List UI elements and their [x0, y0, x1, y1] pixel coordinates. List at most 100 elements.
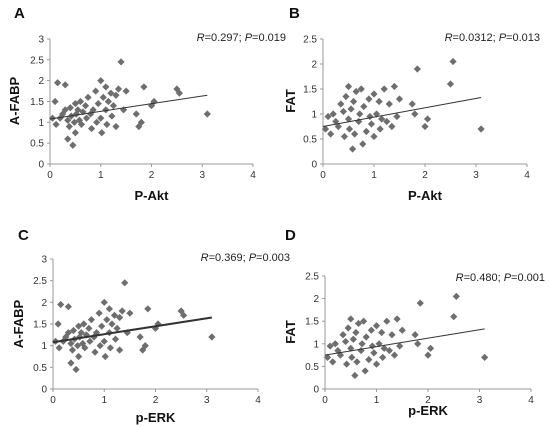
y-tick-label: 0 — [38, 160, 44, 171]
data-point — [411, 110, 419, 118]
data-point — [348, 353, 356, 361]
data-point — [327, 130, 335, 138]
y-tick-label: 2 — [38, 76, 44, 87]
x-tick-label: 2 — [149, 170, 155, 181]
data-point — [100, 337, 108, 345]
stat-p-value: =0.019 — [252, 32, 286, 44]
data-point — [356, 110, 364, 118]
data-point — [70, 118, 78, 126]
stat-p-value: =0.013 — [506, 32, 540, 44]
data-point — [354, 319, 363, 328]
data-point — [334, 122, 342, 131]
panel-letter: C — [18, 227, 29, 244]
data-point — [77, 120, 86, 129]
x-tick-label: 3 — [199, 170, 205, 181]
data-point — [113, 324, 121, 332]
data-point — [59, 110, 67, 118]
y-tick-label: 0.5 — [30, 139, 44, 150]
data-point — [359, 140, 367, 148]
data-point — [370, 349, 378, 357]
y-tick-label: 1.5 — [30, 97, 44, 108]
data-point — [378, 328, 386, 337]
data-point — [378, 115, 386, 123]
x-axis-label: P-Akt — [135, 188, 170, 203]
data-point — [390, 82, 398, 91]
y-tick-label: 2.5 — [305, 272, 319, 283]
data-point — [365, 356, 373, 364]
x-tick-label: 3 — [204, 395, 210, 406]
data-point — [110, 311, 119, 319]
stat-r-label: R — [201, 252, 209, 264]
data-point — [379, 353, 387, 361]
data-point — [344, 115, 353, 123]
y-axis-label: A-FABP — [7, 76, 22, 125]
data-point — [324, 112, 332, 121]
data-point — [103, 120, 111, 129]
x-axis-label: p-ERK — [136, 410, 176, 425]
y-tick-label: 1 — [41, 341, 47, 352]
data-point — [326, 342, 334, 350]
data-point — [349, 335, 357, 343]
data-point — [68, 346, 77, 354]
data-point — [321, 125, 330, 133]
data-point — [71, 129, 79, 137]
data-point — [383, 117, 391, 126]
data-point — [71, 99, 79, 108]
panel-c: C R=0.369; P=0.003 0 1 2 3 4 0 0.5 1 1.5 2 2.5 3 p-ERK… — [11, 227, 290, 425]
y-axis-label: A-FABP — [11, 299, 26, 348]
data-point — [72, 365, 80, 374]
data-point — [69, 141, 77, 149]
data-point — [340, 132, 349, 141]
trendline — [52, 316, 213, 344]
panel-letter: A — [14, 5, 25, 22]
data-point — [101, 352, 109, 361]
data-point — [413, 65, 421, 73]
data-point — [342, 92, 350, 101]
data-point — [51, 97, 59, 106]
data-point — [345, 125, 354, 133]
data-point — [52, 120, 60, 129]
data-point — [372, 360, 381, 368]
x-tick-label: 1 — [371, 170, 377, 181]
data-point — [87, 316, 96, 324]
x-tick-label: 2 — [425, 395, 431, 406]
panel-a: A R=0.297; P=0.019 0 1 2 3 4 0 0.5 1 1.5 2 2.5 3 P-Akt… — [7, 5, 286, 203]
x-tick-label: 4 — [250, 170, 256, 181]
data-point — [151, 324, 160, 332]
y-tick-label: 2.5 — [30, 55, 44, 66]
data-point — [144, 305, 152, 313]
trendline — [322, 97, 482, 127]
data-point — [398, 326, 406, 334]
data-point — [116, 346, 124, 354]
x-tick-label: 1 — [101, 395, 107, 406]
data-point — [347, 315, 355, 323]
data-point — [102, 83, 110, 91]
data-point — [140, 83, 148, 91]
data-point — [136, 333, 144, 341]
data-point — [203, 110, 211, 118]
data-point — [111, 335, 120, 343]
data-point — [86, 337, 94, 345]
data-point — [81, 102, 90, 110]
data-point — [99, 93, 107, 101]
data-point — [344, 82, 353, 91]
data-point — [85, 324, 93, 332]
data-point — [396, 342, 404, 350]
data-point — [104, 97, 112, 106]
data-point — [54, 79, 62, 87]
data-point — [64, 303, 72, 311]
data-point — [65, 122, 73, 131]
data-point — [343, 360, 351, 368]
data-point — [66, 104, 74, 112]
data-point — [82, 114, 91, 122]
y-tick-label: 2 — [41, 298, 47, 309]
data-point — [102, 106, 110, 114]
x-tick-label: 4 — [524, 170, 530, 181]
data-point — [388, 122, 396, 131]
data-point — [57, 300, 65, 309]
data-point — [323, 353, 332, 361]
data-point — [180, 311, 188, 319]
data-point — [385, 346, 393, 355]
data-point — [366, 112, 374, 121]
data-point — [370, 90, 378, 98]
